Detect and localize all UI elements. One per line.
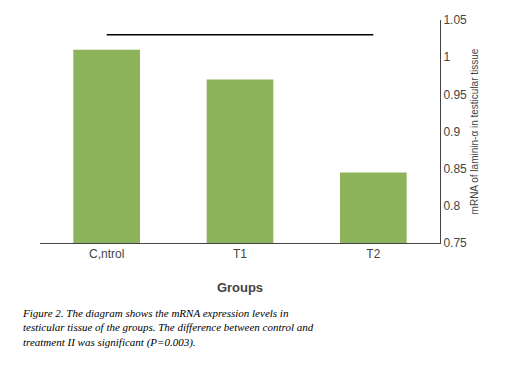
svg-text:mRNA of laminin-α in testicula: mRNA of laminin-α in testicular tissue xyxy=(469,48,480,214)
svg-text:0.95: 0.95 xyxy=(443,88,467,102)
svg-text:1: 1 xyxy=(443,50,450,64)
svg-text:0.85: 0.85 xyxy=(443,162,467,176)
svg-text:C,ntrol: C,ntrol xyxy=(89,247,124,261)
svg-text:0.9: 0.9 xyxy=(443,125,460,139)
svg-text:Groups: Groups xyxy=(217,280,263,295)
svg-text:0.8: 0.8 xyxy=(443,199,460,213)
svg-text:T2: T2 xyxy=(366,247,380,261)
svg-text:T1: T1 xyxy=(233,247,247,261)
svg-text:Figure 2. The diagram shows th: Figure 2. The diagram shows the mRNA exp… xyxy=(22,307,314,349)
svg-text:1.05: 1.05 xyxy=(443,13,467,27)
svg-text:0.75: 0.75 xyxy=(443,236,467,250)
